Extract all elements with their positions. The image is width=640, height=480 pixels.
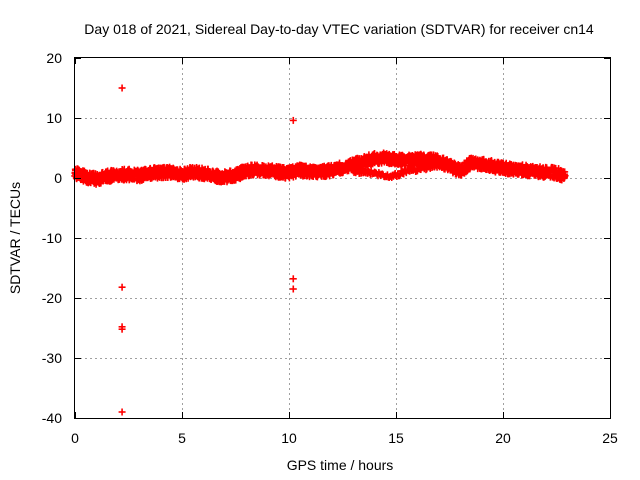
x-tick-label: 20: [495, 430, 511, 446]
x-tick-label: 10: [281, 430, 297, 446]
outlier-point: [118, 408, 126, 416]
x-tick-labels: 0 5 10 15 20 25: [71, 430, 618, 446]
y-tick-labels: -40 -30 -20 -10 0 10 20: [42, 50, 62, 426]
outlier-point: [289, 285, 297, 293]
y-tick-label: -10: [42, 230, 62, 246]
y-tick-label: -30: [42, 350, 62, 366]
grid: [75, 58, 610, 418]
y-tick-label: 20: [46, 50, 62, 66]
outlier-point: [118, 283, 126, 291]
y-tick-label: 0: [54, 170, 62, 186]
x-tick-label: 15: [388, 430, 404, 446]
chart-title: Day 018 of 2021, Sidereal Day-to-day VTE…: [84, 21, 594, 37]
x-tick-label: 0: [71, 430, 79, 446]
y-tick-label: 10: [46, 110, 62, 126]
x-tick-label: 25: [602, 430, 618, 446]
x-tick-label: 5: [178, 430, 186, 446]
data-points: [71, 84, 569, 416]
outlier-point: [289, 275, 297, 283]
outlier-point: [118, 84, 126, 92]
y-tick-label: -40: [42, 410, 62, 426]
outlier-point: [289, 116, 297, 124]
x-axis-label: GPS time / hours: [287, 457, 394, 473]
y-axis-label: SDTVAR / TECUs: [7, 182, 23, 294]
y-tick-label: -20: [42, 290, 62, 306]
